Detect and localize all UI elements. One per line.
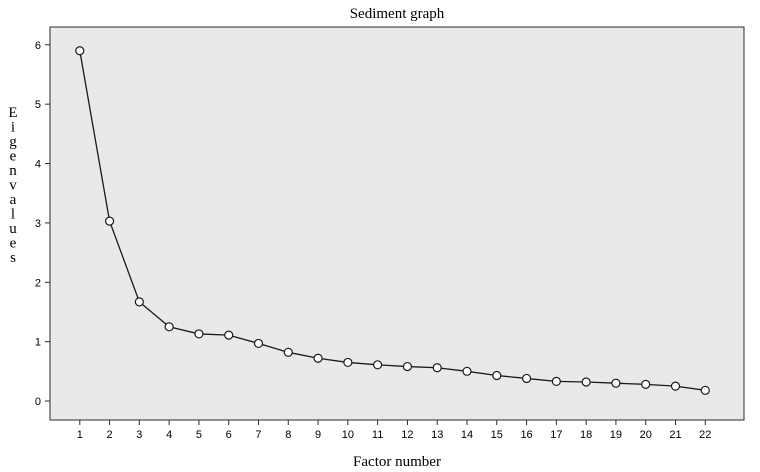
y-axis-label-letter: n	[9, 163, 17, 179]
data-point-marker	[700, 385, 710, 395]
x-tick-label: 7	[255, 429, 261, 441]
x-axis-ticks: 1 2 3 4 5 6 7 8 9 10 11 12 13 14 15 16 17 18 19 20 21 22	[77, 420, 711, 441]
data-point-marker	[253, 338, 264, 349]
data-point-marker	[343, 357, 353, 368]
x-tick-label: 3	[136, 429, 142, 441]
y-axis-label-letter: a	[10, 192, 17, 208]
y-tick-label: 1	[35, 337, 41, 349]
y-axis-label-letter: v	[9, 178, 17, 194]
data-point-marker	[492, 370, 502, 381]
x-tick-label: 16	[520, 429, 532, 441]
y-tick-label: 2	[35, 277, 41, 289]
data-point-marker	[402, 361, 413, 372]
y-axis-label-letter: e	[10, 236, 17, 252]
data-point-marker	[641, 379, 651, 389]
series-line	[79, 50, 706, 391]
data-point-marker	[521, 373, 532, 384]
y-axis-label-letter: l	[11, 207, 15, 223]
data-point-marker	[551, 376, 561, 387]
data-point-marker	[283, 347, 293, 357]
x-tick-label: 15	[491, 429, 503, 441]
data-point-marker	[432, 363, 442, 373]
x-tick-label: 8	[285, 429, 291, 441]
data-point-marker	[194, 329, 204, 339]
y-tick-label: 6	[35, 40, 41, 52]
data-point-marker	[462, 366, 472, 376]
x-tick-label: 12	[401, 429, 413, 441]
x-tick-label: 11	[372, 429, 383, 441]
x-tick-label: 22	[699, 429, 711, 441]
data-point-marker	[224, 330, 234, 340]
x-tick-label: 9	[315, 429, 321, 441]
x-tick-label: 13	[431, 429, 443, 441]
data-point-marker	[581, 377, 591, 387]
y-axis-ticks: 0 1 2 3 4 5 6	[35, 40, 50, 408]
chart-title: Sediment graph	[350, 6, 445, 22]
data-point-marker	[75, 46, 85, 56]
data-point-marker	[611, 378, 621, 388]
data-point-marker	[313, 353, 323, 363]
x-tick-label: 10	[342, 429, 354, 441]
x-tick-label: 18	[580, 429, 592, 441]
x-tick-label: 20	[640, 429, 652, 441]
y-axis-label-letter: e	[10, 149, 17, 165]
x-tick-label: 6	[226, 429, 232, 441]
x-tick-label: 1	[77, 429, 83, 441]
y-axis-label-letter: g	[9, 134, 17, 150]
x-tick-label: 2	[107, 429, 113, 441]
x-tick-label: 4	[166, 429, 172, 441]
x-tick-label: 19	[610, 429, 622, 441]
y-tick-label: 5	[35, 99, 41, 111]
data-point-marker	[134, 297, 144, 307]
y-tick-label: 0	[35, 396, 41, 408]
data-point-marker	[164, 322, 174, 332]
x-tick-label: 14	[461, 429, 473, 441]
data-point-marker	[373, 360, 383, 370]
x-tick-label: 5	[196, 429, 202, 441]
y-axis-label-letter: E	[8, 105, 17, 121]
data-series	[75, 46, 710, 395]
y-tick-label: 3	[35, 218, 41, 230]
y-tick-label: 4	[35, 159, 41, 171]
data-point-marker	[670, 381, 681, 391]
x-axis-label: Factor number	[353, 454, 441, 470]
y-axis-label-letter: i	[11, 120, 15, 136]
plot-area	[49, 26, 745, 421]
y-axis-label-letter: u	[9, 221, 17, 237]
data-point-marker	[104, 216, 115, 226]
y-axis-label-letter: s	[10, 250, 16, 266]
x-tick-label: 21	[669, 429, 681, 441]
x-tick-label: 17	[550, 429, 562, 441]
